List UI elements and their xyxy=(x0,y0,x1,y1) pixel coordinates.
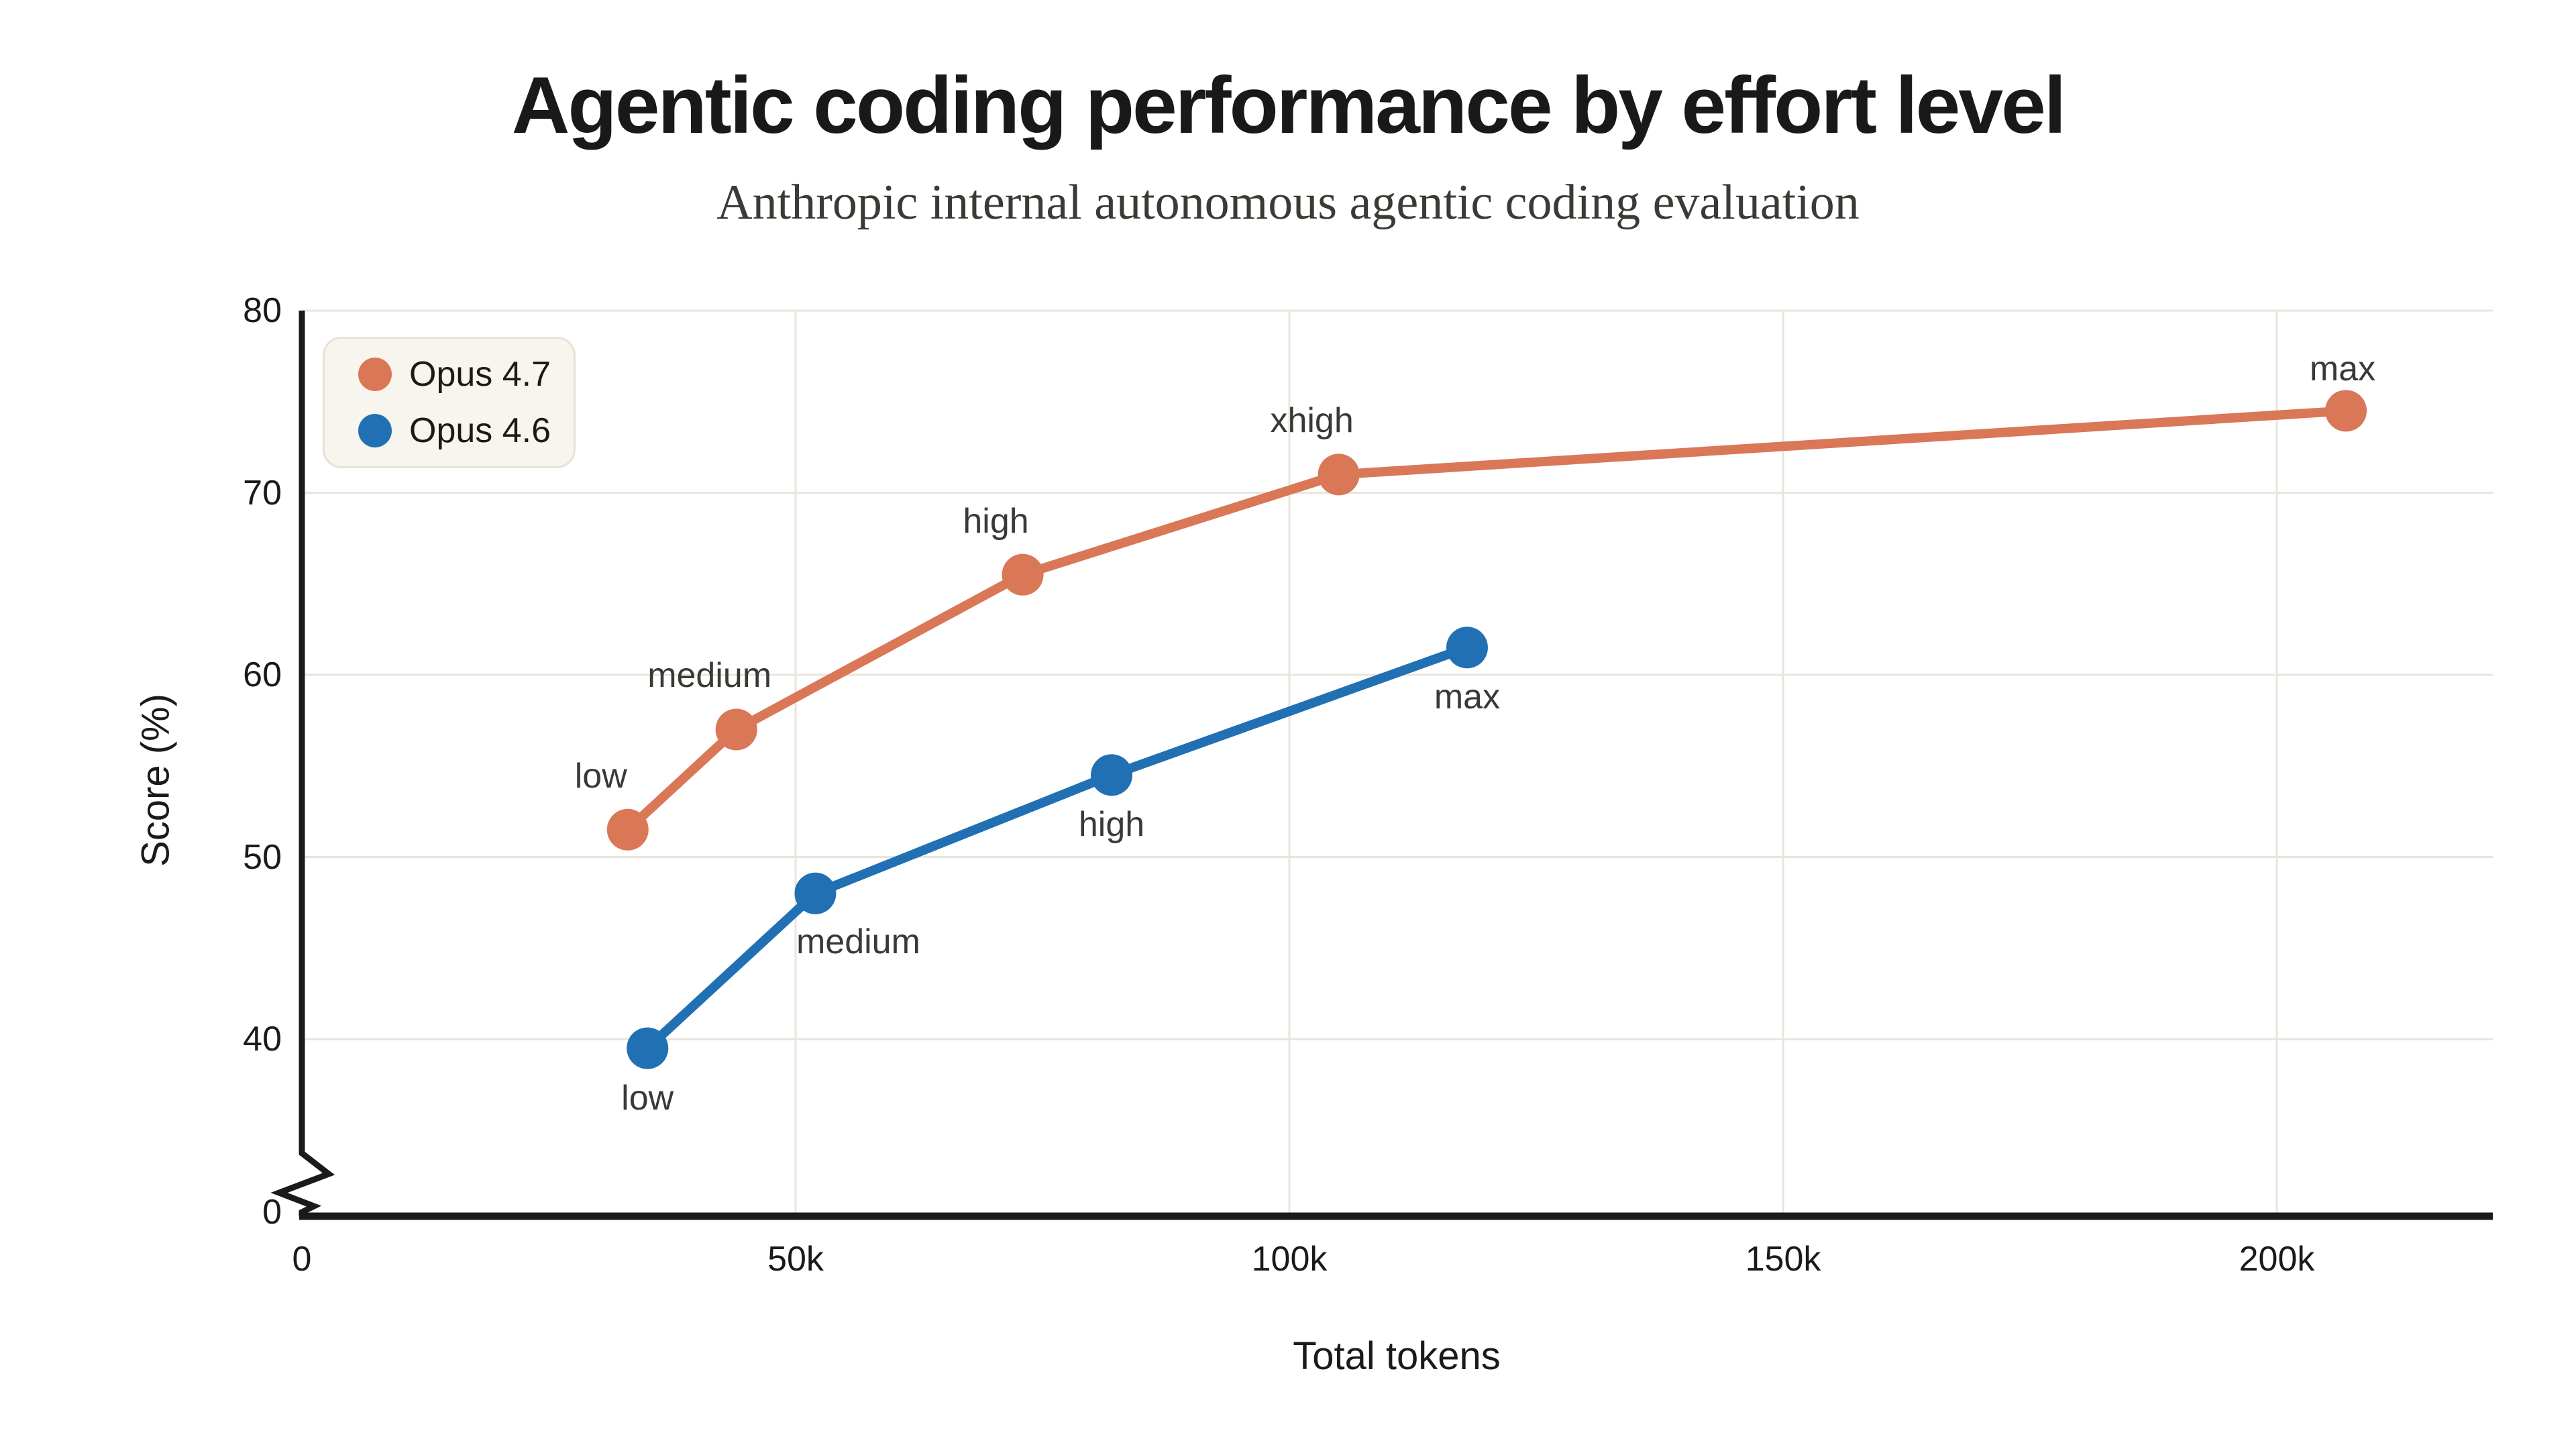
y-tick-50: 50 xyxy=(243,837,282,877)
point-label-opus-4-7-medium: medium xyxy=(647,656,772,696)
legend-label-opus-4-6: Opus 4.6 xyxy=(409,411,551,450)
point-label-opus-4-7-low: low xyxy=(574,756,627,796)
data-point-opus-4-6-medium xyxy=(794,872,837,914)
x-tick-0: 0 xyxy=(292,1240,312,1279)
data-point-opus-4-7-max xyxy=(2325,390,2367,432)
data-point-opus-4-7-low xyxy=(606,808,649,851)
x-tick-150k: 150k xyxy=(1745,1240,1821,1279)
legend-dot-opus-4-7-icon xyxy=(358,358,392,391)
legend: Opus 4.7 Opus 4.6 xyxy=(323,337,576,468)
point-label-opus-4-7-max: max xyxy=(2309,350,2376,389)
point-label-opus-4-6-medium: medium xyxy=(796,922,920,961)
y-tick-40: 40 xyxy=(243,1020,282,1059)
data-point-opus-4-7-medium xyxy=(715,708,757,751)
legend-dot-opus-4-6-icon xyxy=(358,414,392,447)
data-point-opus-4-7-high xyxy=(1002,553,1044,596)
point-label-opus-4-6-max: max xyxy=(1434,678,1501,717)
x-tick-200k: 200k xyxy=(2239,1240,2315,1279)
y-tick-80: 80 xyxy=(243,291,282,330)
chart-title: Agentic coding performance by effort lev… xyxy=(511,60,2067,150)
x-tick-100k: 100k xyxy=(1251,1240,1328,1279)
series-line-opus-4-6 xyxy=(643,643,1472,1053)
x-axis-title: Total tokens xyxy=(1293,1334,1501,1378)
series-line-opus-4-7 xyxy=(623,406,2351,835)
legend-label-opus-4-7: Opus 4.7 xyxy=(409,355,551,394)
y-tick-60: 60 xyxy=(243,655,282,694)
point-label-opus-4-6-low: low xyxy=(621,1078,674,1118)
legend-item-opus-4-7: Opus 4.7 xyxy=(358,350,574,399)
point-label-opus-4-7-high: high xyxy=(963,501,1029,541)
point-label-opus-4-6-high: high xyxy=(1078,805,1145,845)
data-point-opus-4-6-max xyxy=(1446,627,1488,669)
data-point-opus-4-6-low xyxy=(627,1027,669,1069)
chart-subtitle: Anthropic internal autonomous agentic co… xyxy=(716,175,1860,230)
data-point-opus-4-6-high xyxy=(1091,754,1133,796)
data-point-opus-4-7-xhigh xyxy=(1318,453,1360,496)
legend-item-opus-4-6: Opus 4.6 xyxy=(358,406,574,455)
y-tick-0: 0 xyxy=(262,1193,282,1232)
y-tick-70: 70 xyxy=(243,473,282,513)
y-axis-line-with-break xyxy=(270,311,335,1216)
point-label-opus-4-7-xhigh: xhigh xyxy=(1270,401,1354,441)
x-tick-50k: 50k xyxy=(767,1240,824,1279)
